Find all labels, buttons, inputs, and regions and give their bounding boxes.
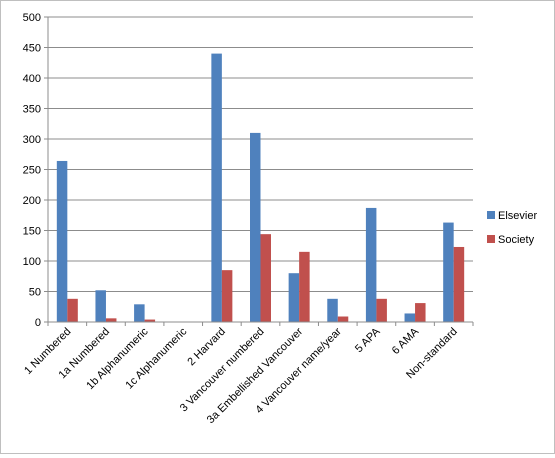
y-tick-label: 100 xyxy=(23,256,41,268)
bar-society xyxy=(299,251,310,322)
legend-label: Elsevier xyxy=(498,210,537,222)
y-tick-label: 0 xyxy=(35,317,41,329)
bar-society xyxy=(415,303,426,322)
bar-elsevier xyxy=(404,313,416,322)
x-tick-label: 6 AMA xyxy=(390,325,422,357)
y-tick-label: 150 xyxy=(23,226,41,238)
y-tick-label: 50 xyxy=(29,287,41,299)
bar-elsevier xyxy=(365,207,377,322)
y-tick-label: 500 xyxy=(23,12,41,24)
legend-label: Society xyxy=(498,234,535,246)
bar-elsevier xyxy=(250,132,261,322)
y-tick-labels: 0 50 100 150 200 250 300 350 400 450 500 xyxy=(23,12,41,329)
bar-elsevier xyxy=(288,273,300,322)
bar-elsevier xyxy=(56,160,68,322)
bar-elsevier xyxy=(443,222,454,322)
bar-elsevier xyxy=(327,298,338,322)
x-tick-label: 5 APA xyxy=(353,325,383,355)
axes xyxy=(44,16,474,326)
bar-society xyxy=(260,234,271,322)
bar-elsevier xyxy=(134,304,145,322)
y-tick-label: 300 xyxy=(23,134,41,146)
legend-swatch xyxy=(487,211,495,219)
legend: Elsevier Society xyxy=(487,210,537,246)
y-tick-label: 200 xyxy=(23,195,41,207)
bar-society xyxy=(105,318,117,322)
y-tick-label: 450 xyxy=(23,43,41,55)
bar-society xyxy=(67,298,78,322)
bar-society xyxy=(376,298,387,322)
bar-society xyxy=(221,270,233,322)
bar-elsevier xyxy=(211,53,222,322)
bar-society xyxy=(337,316,349,322)
bar-society xyxy=(144,319,156,322)
legend-swatch xyxy=(487,235,495,243)
y-tick-label: 400 xyxy=(23,73,41,85)
y-tick-label: 250 xyxy=(23,165,41,177)
bar-elsevier xyxy=(95,290,106,322)
bars xyxy=(56,53,465,322)
bar-society xyxy=(453,246,465,322)
y-tick-label: 350 xyxy=(23,104,41,116)
